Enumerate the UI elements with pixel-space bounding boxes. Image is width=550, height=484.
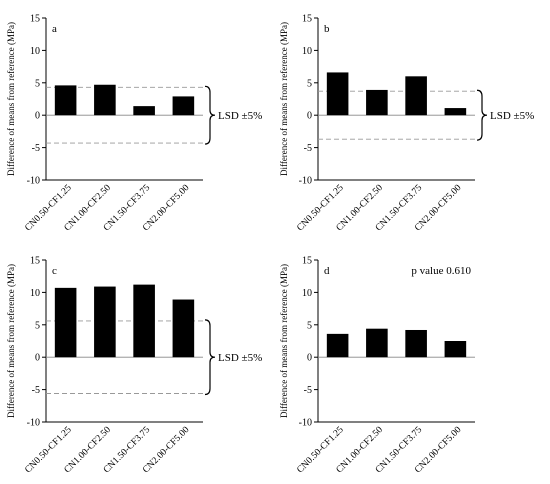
y-tick-label: -10 (299, 176, 312, 187)
bar (405, 76, 427, 116)
y-tick-label: -10 (27, 418, 40, 429)
y-tick-label: 5 (35, 320, 40, 331)
bar (54, 85, 77, 116)
bar (444, 108, 467, 116)
y-tick-label: -5 (304, 143, 312, 154)
bar (172, 96, 195, 116)
y-tick-label: 15 (30, 14, 40, 25)
lsd-brace (204, 85, 216, 145)
bar (326, 333, 349, 358)
bar (326, 72, 349, 116)
y-tick-label: -5 (32, 385, 40, 396)
y-axis-title: Difference of means from reference (MPa) (6, 22, 16, 176)
bar (133, 106, 155, 116)
p-value-annotation: p value 0.610 (411, 265, 471, 277)
bar (54, 287, 77, 358)
y-tick-label: 5 (35, 78, 40, 89)
lsd-annotation: LSD ±5% (490, 110, 534, 122)
lsd-brace (476, 89, 488, 141)
y-axis-title: Difference of means from reference (MPa) (279, 22, 289, 176)
y-tick-label: 0 (307, 353, 312, 364)
y-tick-label: 15 (302, 256, 312, 267)
y-tick-label: -5 (32, 143, 40, 154)
bar (172, 299, 195, 358)
panel-letter: c (52, 265, 57, 277)
bar (405, 329, 427, 358)
y-tick-label: 0 (35, 353, 40, 364)
y-tick-label: 0 (307, 111, 312, 122)
y-tick-label: -10 (299, 418, 312, 429)
y-tick-label: 10 (302, 46, 312, 57)
y-tick-label: -10 (27, 176, 40, 187)
y-axis-title: Difference of means from reference (MPa) (279, 264, 289, 418)
y-tick-label: 5 (307, 320, 312, 331)
bar (366, 328, 388, 358)
y-tick-label: 5 (307, 78, 312, 89)
y-tick-label: 10 (30, 46, 40, 57)
bar (366, 89, 388, 116)
lsd-annotation: LSD ±5% (218, 110, 262, 122)
bar (94, 286, 116, 358)
panel-letter: a (52, 23, 57, 35)
y-axis-title: Difference of means from reference (MPa) (6, 264, 16, 418)
y-tick-label: 10 (30, 288, 40, 299)
bar (94, 84, 116, 116)
bar (133, 284, 155, 358)
lsd-brace (204, 319, 216, 396)
panel-letter: d (324, 265, 330, 277)
y-tick-label: 0 (35, 111, 40, 122)
y-tick-label: 15 (302, 14, 312, 25)
lsd-annotation: LSD ±5% (218, 352, 262, 364)
bar (444, 341, 467, 358)
y-tick-label: 10 (302, 288, 312, 299)
y-tick-label: -5 (304, 385, 312, 396)
panel-letter: b (324, 23, 330, 35)
y-tick-label: 15 (30, 256, 40, 267)
